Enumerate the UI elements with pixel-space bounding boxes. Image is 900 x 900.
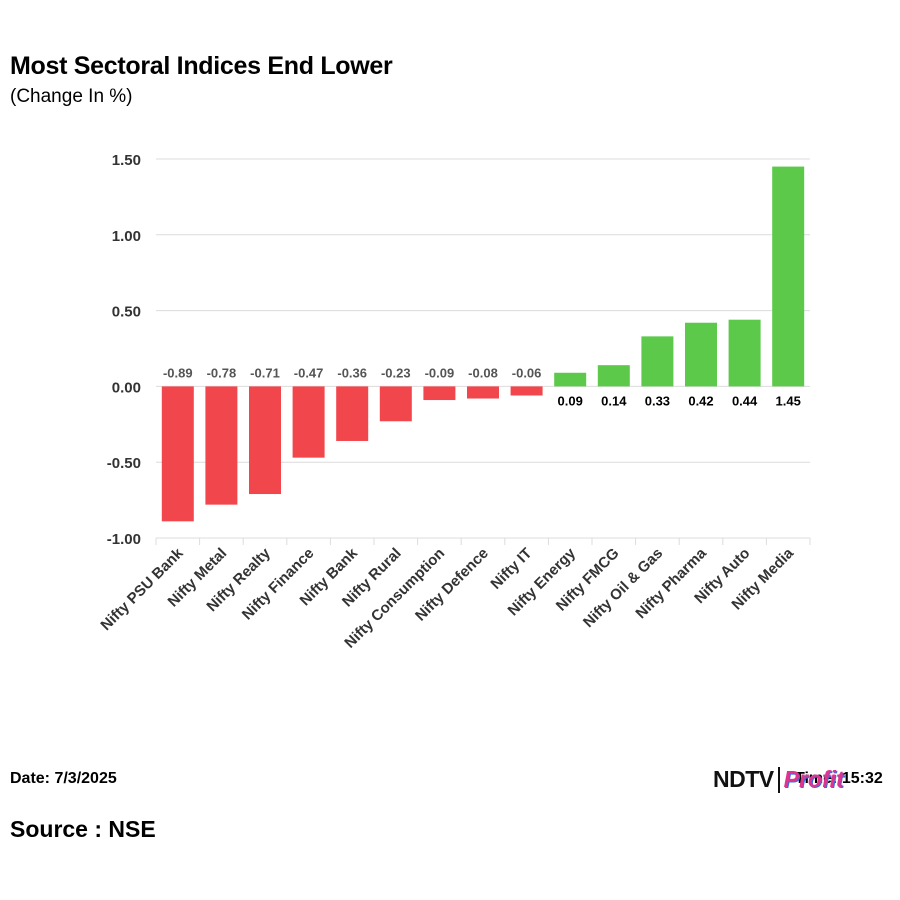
bar-nifty-energy: [554, 372, 587, 387]
date-label: Date: 7/3/2025: [10, 770, 117, 787]
bar-nifty-auto: [728, 319, 761, 387]
source-label: Source : NSE: [10, 816, 156, 842]
bar-nifty-oil-gas: [641, 336, 674, 387]
bar-nifty-realty: [249, 386, 281, 495]
y-tick-label: 0.50: [112, 304, 141, 321]
bar-nifty-finance: [292, 386, 325, 458]
y-tick-label: -0.50: [107, 455, 141, 472]
logo-ndtv-text: NDTV: [713, 766, 774, 792]
data-label: -0.78: [207, 365, 237, 380]
bar-nifty-pharma: [685, 322, 717, 387]
data-label: -0.47: [294, 365, 324, 380]
y-tick-label: 1.00: [112, 228, 141, 245]
chart-title: Most Sectoral Indices End Lower: [10, 52, 393, 80]
data-label: 0.09: [558, 393, 583, 408]
y-tick-label: -1.00: [107, 531, 141, 548]
chart-subtitle: (Change In %): [10, 86, 133, 107]
data-label: -0.89: [163, 365, 193, 380]
logo-separator: [777, 766, 780, 793]
y-tick-label: 1.50: [112, 152, 141, 169]
bar-nifty-it: [510, 386, 543, 396]
data-label: 0.42: [688, 393, 713, 408]
bar-nifty-psu-bank: [161, 386, 194, 522]
data-label: 0.44: [732, 393, 758, 408]
bar-nifty-consumption: [423, 386, 456, 401]
time-label: Time: 15:32: [795, 770, 883, 787]
y-tick-label: 0.00: [112, 379, 141, 396]
data-label: -0.09: [425, 365, 455, 380]
data-label: 0.14: [601, 393, 627, 408]
data-label: 1.45: [776, 393, 801, 408]
bar-nifty-fmcg: [597, 365, 630, 387]
bar-nifty-media: [772, 166, 805, 387]
data-label: -0.06: [512, 365, 542, 380]
bar-nifty-defence: [467, 386, 499, 399]
logo-profit-text: Profit: [783, 766, 844, 792]
data-label: 0.33: [645, 393, 670, 408]
bar-nifty-bank: [336, 386, 369, 441]
ndtv-profit-logo: NDTV Profit: [713, 766, 844, 793]
bar-nifty-metal: [205, 386, 238, 505]
data-label: -0.23: [381, 365, 411, 380]
data-label: -0.08: [468, 365, 498, 380]
data-label: -0.71: [250, 365, 280, 380]
bar-nifty-rural: [379, 386, 412, 422]
data-label: -0.36: [337, 365, 367, 380]
